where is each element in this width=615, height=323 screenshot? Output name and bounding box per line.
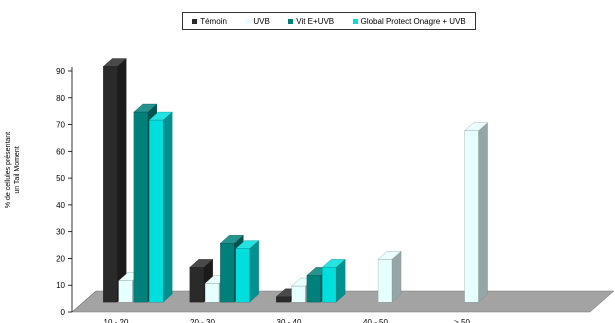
bar-front [204,283,220,303]
bar-front [103,66,118,303]
bar-front [133,111,149,303]
x-tick-label: > 50 [454,318,470,323]
bar-top [377,251,402,260]
bar-top [189,259,214,268]
y-tick-label: 90 [56,67,65,76]
bar-side [249,240,259,303]
bar-front [322,267,337,303]
bar-side [117,58,127,303]
bar [148,111,173,303]
bar-front [189,267,204,303]
bar-top [102,58,127,67]
floor-edge [71,290,97,313]
bar-front [291,285,306,303]
bar-top [148,111,173,121]
legend: Témoin UVB Vit E+UVB Global Protect Onagre … [182,12,476,30]
legend-label: Global Protect Onagre + UVB [360,16,466,26]
bar-top [219,235,244,244]
bar-top [133,103,158,113]
legend-item: Témoin [192,17,227,26]
bar-side [478,122,488,303]
y-tick-label: 50 [56,174,65,183]
y-tick-label: 20 [56,254,65,263]
bar [235,240,260,303]
bar [377,250,402,303]
y-tick-label: 10 [56,281,65,290]
bar-side [391,250,402,303]
bar-front [306,275,322,303]
bar [464,122,488,303]
bar [321,258,346,303]
bar-front [220,243,235,303]
bar-side [163,111,173,303]
bar-front [464,130,479,303]
legend-swatch [288,18,294,24]
legend-label: Témoin [200,16,227,26]
bar-top [321,259,346,268]
bar-top [235,240,260,249]
bar-top [464,122,488,131]
x-tick-label: 40 - 50 [363,318,388,323]
legend-swatch [245,18,251,24]
bar-front [149,119,164,303]
x-tick-label: 20 - 30 [190,318,215,323]
legend-swatch [352,18,358,24]
y-tick-label: 70 [56,121,65,130]
y-tick-label: 0 [61,308,66,317]
y-tick-label: 40 [56,201,65,210]
bars [102,58,488,303]
x-tick-label: 30 - 40 [277,318,302,323]
y-tick-label: 60 [56,147,65,156]
legend-label: UVB [253,16,270,26]
bar-front [118,280,133,303]
legend-label: Vit E+UVB [296,16,335,26]
legend-item: Vit E+UVB [288,17,334,26]
bar [102,58,127,303]
x-axis-labels: 10 - 20 20 - 30 30 - 40 40 - 50 > 50 [104,318,471,323]
y-axis-label-line: % de cellules présentant [5,131,12,209]
bar-front [235,248,250,303]
legend-item: Global Protect Onagre + UVB [352,16,466,26]
y-axis-label-line: un Tail Moment [14,146,21,194]
y-tick-label: 30 [56,228,65,237]
legend-item: UVB [245,16,270,26]
x-tick-label: 10 - 20 [104,318,129,323]
bar-front [276,296,291,303]
y-tick-label: 80 [56,94,65,103]
legend-swatch [192,18,198,24]
y-axis: 0 10 20 30 40 50 60 70 80 90 [56,67,73,317]
bar-front [377,259,393,303]
